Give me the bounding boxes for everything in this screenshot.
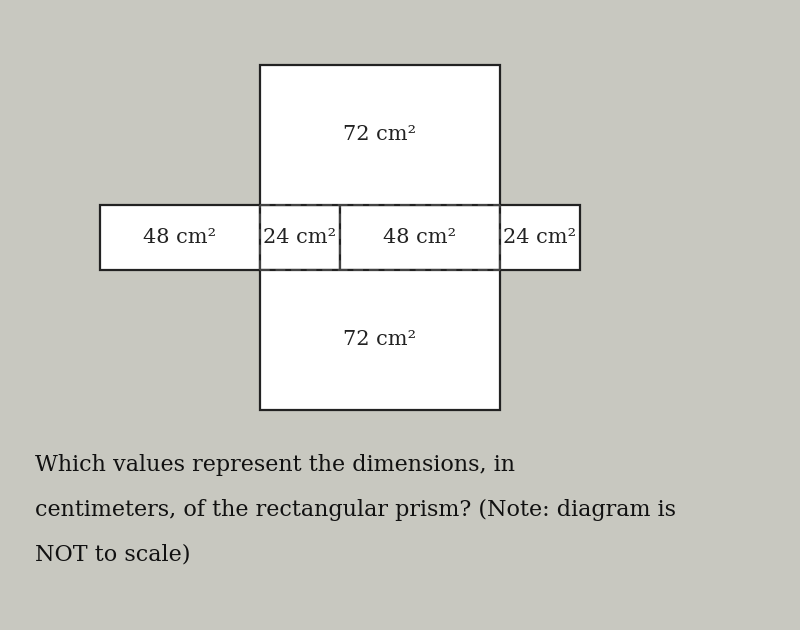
Bar — [260, 270, 500, 410]
Bar — [260, 65, 500, 205]
Text: 24 cm²: 24 cm² — [263, 228, 337, 247]
Bar — [100, 205, 260, 270]
Text: 72 cm²: 72 cm² — [343, 331, 417, 350]
Text: NOT to scale): NOT to scale) — [35, 544, 190, 566]
Text: Which values represent the dimensions, in: Which values represent the dimensions, i… — [35, 454, 515, 476]
Text: 24 cm²: 24 cm² — [503, 228, 577, 247]
Text: 72 cm²: 72 cm² — [343, 125, 417, 144]
Text: 48 cm²: 48 cm² — [383, 228, 457, 247]
Bar — [340, 205, 500, 270]
Bar — [500, 205, 580, 270]
Text: 48 cm²: 48 cm² — [143, 228, 217, 247]
Text: centimeters, of the rectangular prism? (Note: diagram is: centimeters, of the rectangular prism? (… — [35, 499, 676, 521]
Bar — [260, 205, 340, 270]
